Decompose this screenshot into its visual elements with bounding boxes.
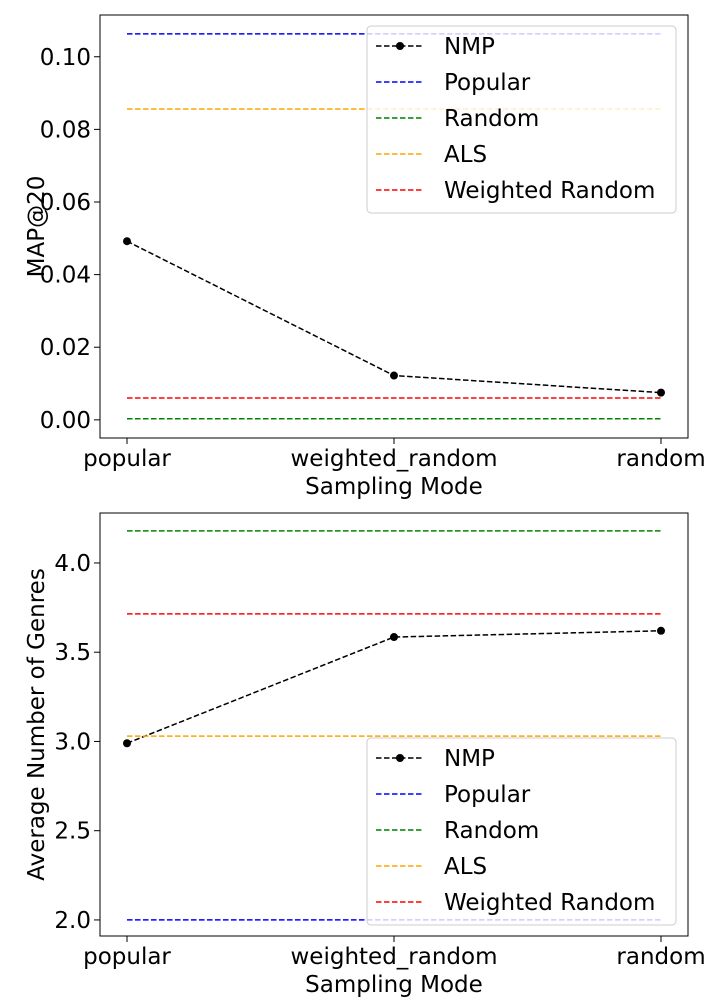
legend-item-random: Random: [376, 106, 539, 132]
series-line-nmp: [126, 240, 662, 394]
legend-label-random: Random: [444, 106, 539, 132]
legend-label-als: ALS: [444, 854, 487, 880]
data-point-nmp-random: [657, 388, 665, 397]
data-point-nmp-random: [657, 626, 665, 635]
y-tick-label: 3.0: [54, 729, 91, 755]
legend-item-als: ALS: [376, 854, 487, 880]
x-axis-label: Sampling Mode: [305, 972, 483, 998]
y-tick-label: 0.08: [40, 117, 91, 143]
legend: NMP Popular Random ALS Weighted Random: [366, 25, 677, 214]
y-tick-label: 0.00: [40, 408, 91, 434]
legend-item-weighted-random: Weighted Random: [376, 890, 655, 916]
legend-label-random: Random: [444, 818, 539, 844]
x-tick-label: popular: [83, 944, 171, 970]
y-axis-label: MAP@20: [24, 176, 50, 278]
y-tick-label: 3.5: [54, 640, 91, 666]
x-tick-label: weighted_random: [291, 944, 498, 970]
y-tick-label: 4.0: [54, 551, 91, 577]
legend-item-weighted-random: Weighted Random: [376, 178, 655, 204]
legend-item-nmp: NMP: [376, 34, 495, 60]
legend-item-popular: Popular: [376, 782, 531, 808]
x-axis-label: Sampling Mode: [305, 474, 483, 500]
legend-marker-nmp: [396, 42, 404, 50]
legend-label-weighted-random: Weighted Random: [444, 178, 655, 204]
data-point-nmp-weighted-random: [390, 633, 398, 642]
legend-label-popular: Popular: [444, 70, 531, 96]
y-tick-label: 0.04: [40, 263, 91, 289]
chart-1: 0.00 0.02 0.04 0.06 0.08 0.10 popular weighted_…: [24, 14, 706, 500]
chart-2: 2.0 2.5 3.0 3.5 4.0 popular weighted_random ran…: [24, 512, 706, 998]
legend-item-random: Random: [376, 818, 539, 844]
y-tick-label: 0.02: [40, 335, 91, 361]
data-point-nmp-popular: [123, 739, 131, 748]
x-tick-label: random: [616, 944, 705, 970]
legend-label-nmp: NMP: [444, 34, 495, 60]
legend-box: [366, 737, 677, 926]
legend-label-als: ALS: [444, 142, 487, 168]
legend-label-nmp: NMP: [444, 746, 495, 772]
y-tick-label: 2.0: [54, 908, 91, 934]
legend-item-popular: Popular: [376, 70, 531, 96]
legend-label-popular: Popular: [444, 782, 531, 808]
y-tick-label: 2.5: [54, 819, 91, 845]
legend-label-weighted-random: Weighted Random: [444, 890, 655, 916]
legend-marker-nmp: [396, 754, 404, 762]
data-point-nmp-popular: [123, 237, 131, 246]
y-tick-label: 0.10: [40, 45, 91, 71]
legend-box: [366, 25, 677, 214]
x-tick-label: weighted_random: [291, 446, 498, 472]
y-axis-label: Average Number of Genres: [24, 568, 50, 881]
data-point-nmp-weighted-random: [390, 371, 398, 380]
x-tick-label: popular: [83, 446, 171, 472]
series-line-nmp: [126, 630, 662, 744]
legend-item-als: ALS: [376, 142, 487, 168]
y-tick-label: 0.06: [40, 190, 91, 216]
x-tick-label: random: [616, 446, 705, 472]
legend: NMP Popular Random ALS Weighted Random: [366, 737, 677, 926]
legend-item-nmp: NMP: [376, 746, 495, 772]
